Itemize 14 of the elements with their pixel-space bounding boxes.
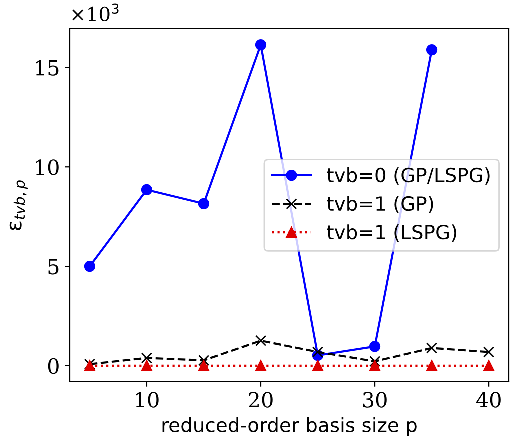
x-tick-label: 40: [476, 392, 501, 408]
y-tick-label: 10: [36, 160, 59, 176]
legend-label: tvb=1 (LSPG): [327, 224, 456, 242]
legend-label: tvb=1 (GP): [327, 196, 434, 214]
x-tick-label: 30: [363, 392, 387, 408]
text: ×10$^{3}$: [72, 4, 119, 22]
x-tick-label: 10: [136, 392, 159, 408]
x-tick-label: 20: [249, 392, 273, 408]
y-tick-label: 15: [36, 60, 59, 76]
legend-label: tvb=0 (GP/LSPG): [327, 168, 490, 185]
y-axis-title: ε$_{tvb,p}$: [10, 180, 28, 230]
x-axis-title: reduced-order basis size p: [162, 417, 417, 436]
y-tick-label: 0: [48, 358, 59, 374]
y-tick-label: 5: [48, 259, 59, 275]
